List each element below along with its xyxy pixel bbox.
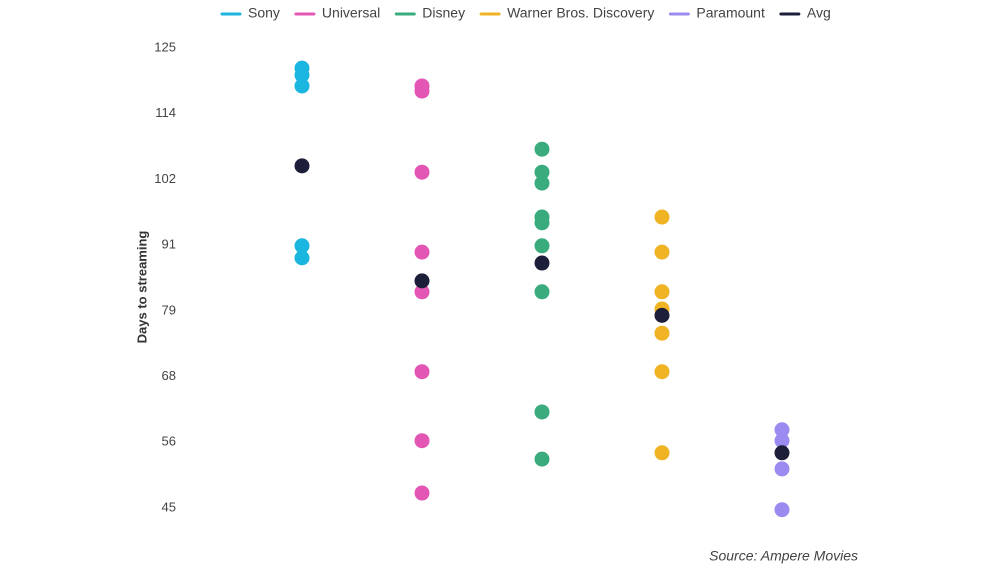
legend-label: Universal (322, 5, 380, 21)
dot (654, 364, 670, 380)
y-axis-label: Days to streaming (134, 231, 149, 344)
legend-label: Avg (807, 5, 831, 21)
dot (414, 433, 430, 449)
dot (534, 238, 550, 254)
legend-label: Warner Bros. Discovery (507, 5, 654, 21)
legend-label: Paramount (696, 5, 765, 21)
y-tick-label: 125 (154, 39, 176, 54)
dot (654, 244, 670, 260)
dot (414, 164, 430, 180)
source: Source: Ampere Movies (709, 548, 858, 564)
dot (534, 141, 550, 157)
dot (294, 78, 310, 94)
legend-label: Disney (422, 5, 465, 21)
y-tick-label: 79 (162, 302, 176, 317)
dot (654, 445, 670, 461)
avg-dot (294, 158, 310, 174)
dot (654, 209, 670, 225)
dot (414, 244, 430, 260)
dot (294, 250, 310, 266)
y-tick-label: 45 (162, 499, 176, 514)
avg-dot (414, 273, 430, 289)
dot (534, 215, 550, 231)
dot (294, 238, 310, 254)
dot (774, 502, 790, 518)
dot (534, 284, 550, 300)
y-tick-label: 56 (162, 434, 176, 449)
dot (534, 175, 550, 191)
dot (654, 284, 670, 300)
dot (534, 164, 550, 180)
dot (534, 451, 550, 467)
legend-label: Sony (248, 5, 280, 21)
y-tick-label: 102 (154, 171, 176, 186)
dot (774, 461, 790, 477)
y-tick-label: 91 (162, 237, 176, 252)
y-tick-label: 68 (162, 368, 176, 383)
dot (534, 404, 550, 420)
dot (414, 485, 430, 501)
dot (414, 284, 430, 300)
dot (414, 364, 430, 380)
dot (654, 325, 670, 341)
avg-dot (534, 255, 550, 271)
avg-dot (654, 307, 670, 323)
y-tick-label: 114 (155, 105, 176, 120)
dot (414, 83, 430, 99)
dot (774, 433, 790, 449)
avg-dot (774, 445, 790, 461)
dot (774, 422, 790, 438)
dot (294, 67, 310, 83)
